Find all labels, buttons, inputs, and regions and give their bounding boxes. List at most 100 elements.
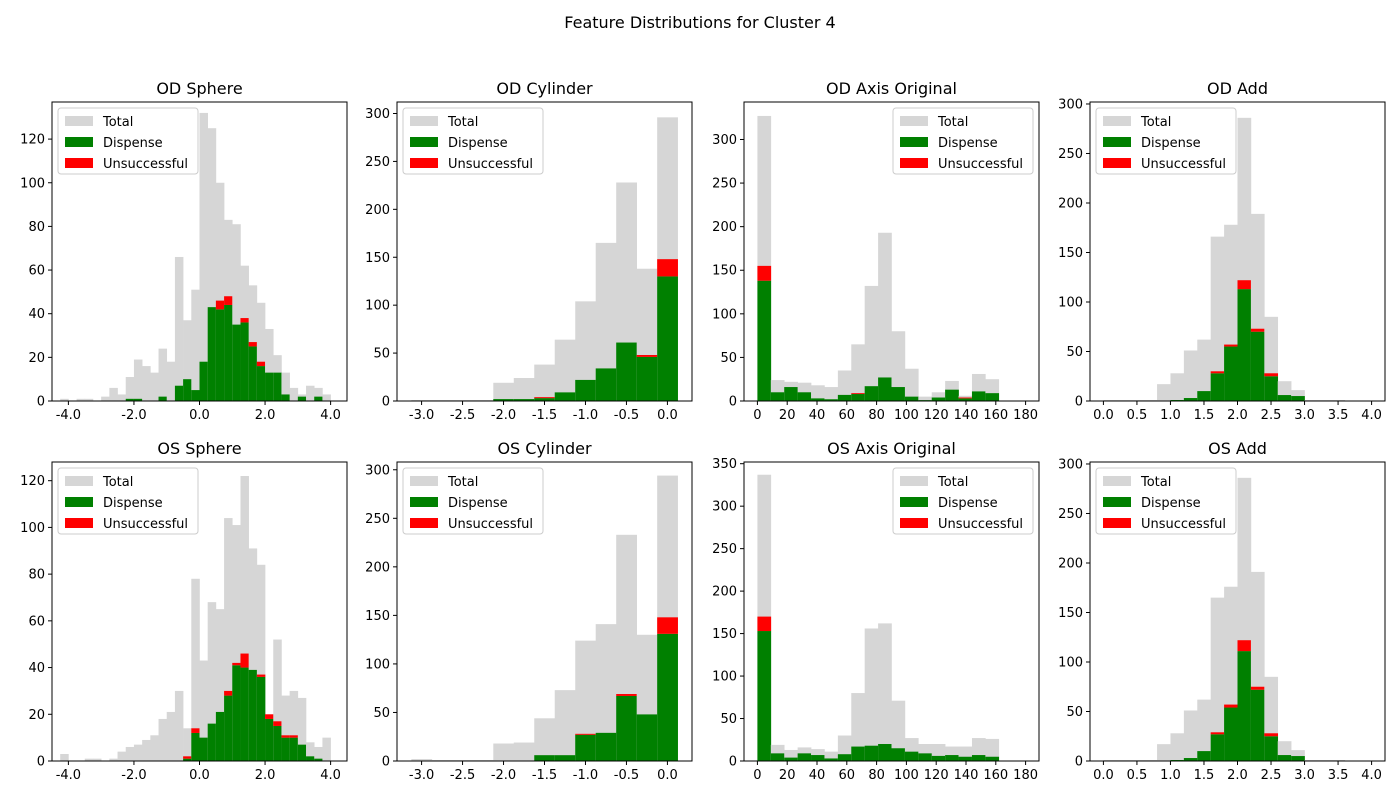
legend-label-dispense: Dispense [103, 496, 163, 511]
total-bar [904, 368, 919, 401]
dispense-bar [851, 746, 865, 761]
os-add-panel: 0.0 0.5 1.0 1.5 2.0 2.5 3.0 3.5 4.0 0 50 100 150 200 2… [1058, 439, 1386, 783]
legend-swatch-unsuccessful [410, 158, 438, 168]
x-tick-label: -2.5 [450, 408, 475, 423]
legend-label-dispense: Dispense [1141, 136, 1201, 151]
total-bar [92, 758, 102, 761]
unsuccessful-bar [265, 714, 274, 719]
legend-swatch-total [900, 476, 928, 486]
x-tick-label: 40 [809, 408, 826, 423]
dispense-bar [1277, 395, 1292, 401]
dispense-bar [199, 737, 208, 761]
dispense-bar [945, 389, 959, 401]
dispense-bar [191, 732, 200, 761]
legend-swatch-unsuccessful [1103, 158, 1131, 168]
x-tick-label: 3.0 [1294, 408, 1315, 423]
y-tick-label: 0 [37, 755, 45, 770]
total-bar [1197, 339, 1211, 401]
x-tick-label: -4.0 [56, 408, 81, 423]
legend-swatch-unsuccessful [410, 518, 438, 528]
panel-title: OD Cylinder [496, 79, 593, 98]
x-tick-label: 1.0 [1160, 768, 1181, 783]
od-sphere-panel: -4.0 -2.0 0.0 2.0 4.0 0 20 40 60 80 100 120 OD Spher… [20, 79, 348, 423]
total-bar [851, 344, 865, 401]
dispense-bar [931, 397, 946, 401]
y-tick-label: 200 [1058, 556, 1083, 571]
y-tick-label: 150 [712, 627, 737, 642]
y-tick-label: 40 [28, 661, 45, 676]
y-tick-label: 350 [712, 457, 737, 472]
panel-title: OS Cylinder [497, 439, 592, 458]
legend-label-total: Total [937, 115, 968, 130]
x-tick-label: 1.5 [1194, 408, 1215, 423]
x-tick-label: -1.0 [573, 768, 598, 783]
x-tick-label: -2.5 [450, 768, 475, 783]
legend: Total Dispense Unsuccessful [57, 467, 199, 535]
legend-swatch-unsuccessful [65, 158, 93, 168]
total-bar [493, 382, 515, 401]
dispense-bar [985, 756, 1000, 761]
unsuccessful-bar [757, 265, 772, 281]
unsuccessful-bar [256, 361, 266, 367]
os-axis-original-panel: 0 20 40 60 80 100 120 140 160 180 0 50 100 150 200 250 3… [712, 439, 1040, 783]
total-bar [314, 387, 323, 401]
dispense-bar [534, 755, 556, 761]
legend: Total Dispense Unsuccessful [1095, 467, 1237, 535]
dispense-bar [314, 758, 323, 761]
legend-label-total: Total [102, 115, 133, 130]
legend-swatch-dispense [900, 137, 928, 147]
y-tick-label: 80 [28, 220, 45, 235]
unsuccessful-bar [289, 735, 299, 738]
dispense-bar [273, 725, 282, 761]
x-tick-label: 0.0 [657, 408, 678, 423]
y-tick-label: 40 [28, 307, 45, 322]
legend-label-unsuccessful: Unsuccessful [938, 517, 1023, 532]
dispense-bar [636, 714, 658, 761]
legend-label-unsuccessful: Unsuccessful [448, 157, 533, 172]
dispense-bar [837, 394, 852, 401]
y-tick-label: 0 [382, 395, 390, 410]
unsuccessful-bar [575, 733, 597, 735]
total-bar [109, 387, 118, 401]
y-tick-label: 300 [712, 133, 737, 148]
total-bar [1170, 373, 1185, 401]
y-tick-label: 20 [28, 351, 45, 366]
y-tick-label: 200 [712, 585, 737, 600]
x-tick-label: 1.0 [1160, 408, 1181, 423]
x-tick-label: 0.0 [189, 768, 210, 783]
dispense-bar [248, 669, 258, 761]
total-bar [215, 182, 225, 401]
total-bar [513, 378, 535, 401]
legend-swatch-total [65, 116, 93, 126]
total-bar [191, 289, 200, 401]
total-bar [1210, 236, 1225, 401]
legend-swatch-total [410, 476, 438, 486]
dispense-bar [232, 665, 241, 761]
dispense-bar [657, 633, 678, 761]
y-tick-label: 0 [729, 395, 737, 410]
unsuccessful-bar [224, 296, 233, 305]
legend-label-unsuccessful: Unsuccessful [448, 517, 533, 532]
unsuccessful-bar [248, 342, 258, 347]
legend-label-total: Total [447, 115, 478, 130]
legend-swatch-total [1103, 476, 1131, 486]
x-tick-label: 40 [809, 768, 826, 783]
total-bar [824, 751, 839, 761]
dispense-bar [657, 276, 678, 401]
dispense-bar [824, 758, 839, 761]
dispense-bar [770, 753, 785, 761]
dispense-bar [133, 398, 143, 401]
dispense-bar [1210, 734, 1225, 761]
legend-swatch-dispense [410, 137, 438, 147]
x-tick-label: 2.0 [1227, 408, 1248, 423]
x-tick-label: 180 [1013, 408, 1038, 423]
dispense-bar [1183, 398, 1198, 401]
total-bar [1291, 390, 1305, 401]
legend: Total Dispense Unsuccessful [892, 107, 1034, 175]
y-tick-label: 150 [1058, 246, 1083, 261]
dispense-bar [297, 396, 307, 401]
dispense-bar [297, 744, 307, 761]
dispense-bar [616, 342, 637, 401]
total-bar [864, 285, 879, 401]
total-bar [554, 339, 576, 401]
